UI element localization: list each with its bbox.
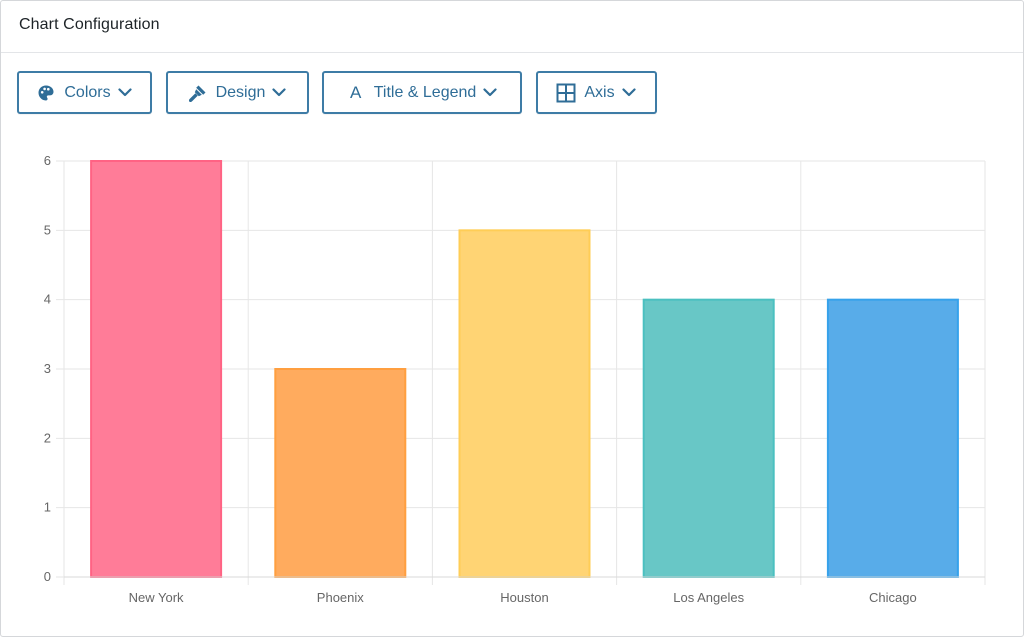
y-tick-label: 2 xyxy=(44,430,51,445)
y-tick-label: 6 xyxy=(44,153,51,168)
colors-button-label: Colors xyxy=(64,83,111,101)
title-legend-button[interactable]: A Title & Legend xyxy=(322,71,522,114)
x-tick-label: Los Angeles xyxy=(673,590,744,605)
design-button[interactable]: Design xyxy=(166,71,309,114)
grid-icon xyxy=(556,83,576,103)
bar xyxy=(642,298,775,579)
panel-header: Chart Configuration xyxy=(1,1,1023,53)
colors-button[interactable]: Colors xyxy=(17,71,152,114)
text-icon: A xyxy=(350,82,362,102)
palette-icon xyxy=(36,83,56,103)
x-tick-label: Phoenix xyxy=(317,590,364,605)
x-tick-label: New York xyxy=(129,590,184,605)
panel-title: Chart Configuration xyxy=(19,16,160,33)
axis-button-label: Axis xyxy=(584,83,615,101)
x-tick-label: Houston xyxy=(500,590,548,605)
bar xyxy=(458,229,591,578)
chevron-down-icon xyxy=(482,85,498,101)
chevron-down-icon xyxy=(117,85,133,101)
y-tick-label: 5 xyxy=(44,222,51,237)
design-button-label: Design xyxy=(215,83,266,101)
bar xyxy=(826,298,959,579)
chevron-down-icon xyxy=(271,85,287,101)
y-tick-label: 0 xyxy=(44,569,51,584)
bar-chart: 0 1 2 3 4 5 6 New York Phoenix Houston Los Angeles… xyxy=(1,141,1024,611)
y-tick-label: 4 xyxy=(44,292,51,307)
y-tick-label: 1 xyxy=(44,500,51,515)
bar xyxy=(274,368,407,578)
chevron-down-icon xyxy=(621,85,637,101)
bar-chart-svg: 0 1 2 3 4 5 6 New York Phoenix Houston Los Angeles… xyxy=(44,153,986,605)
title-legend-button-label: Title & Legend xyxy=(373,83,477,101)
y-tick-label: 3 xyxy=(44,361,51,376)
brush-icon xyxy=(188,83,208,103)
bar xyxy=(90,160,223,578)
x-tick-label: Chicago xyxy=(869,590,917,605)
axis-button[interactable]: Axis xyxy=(536,71,657,114)
